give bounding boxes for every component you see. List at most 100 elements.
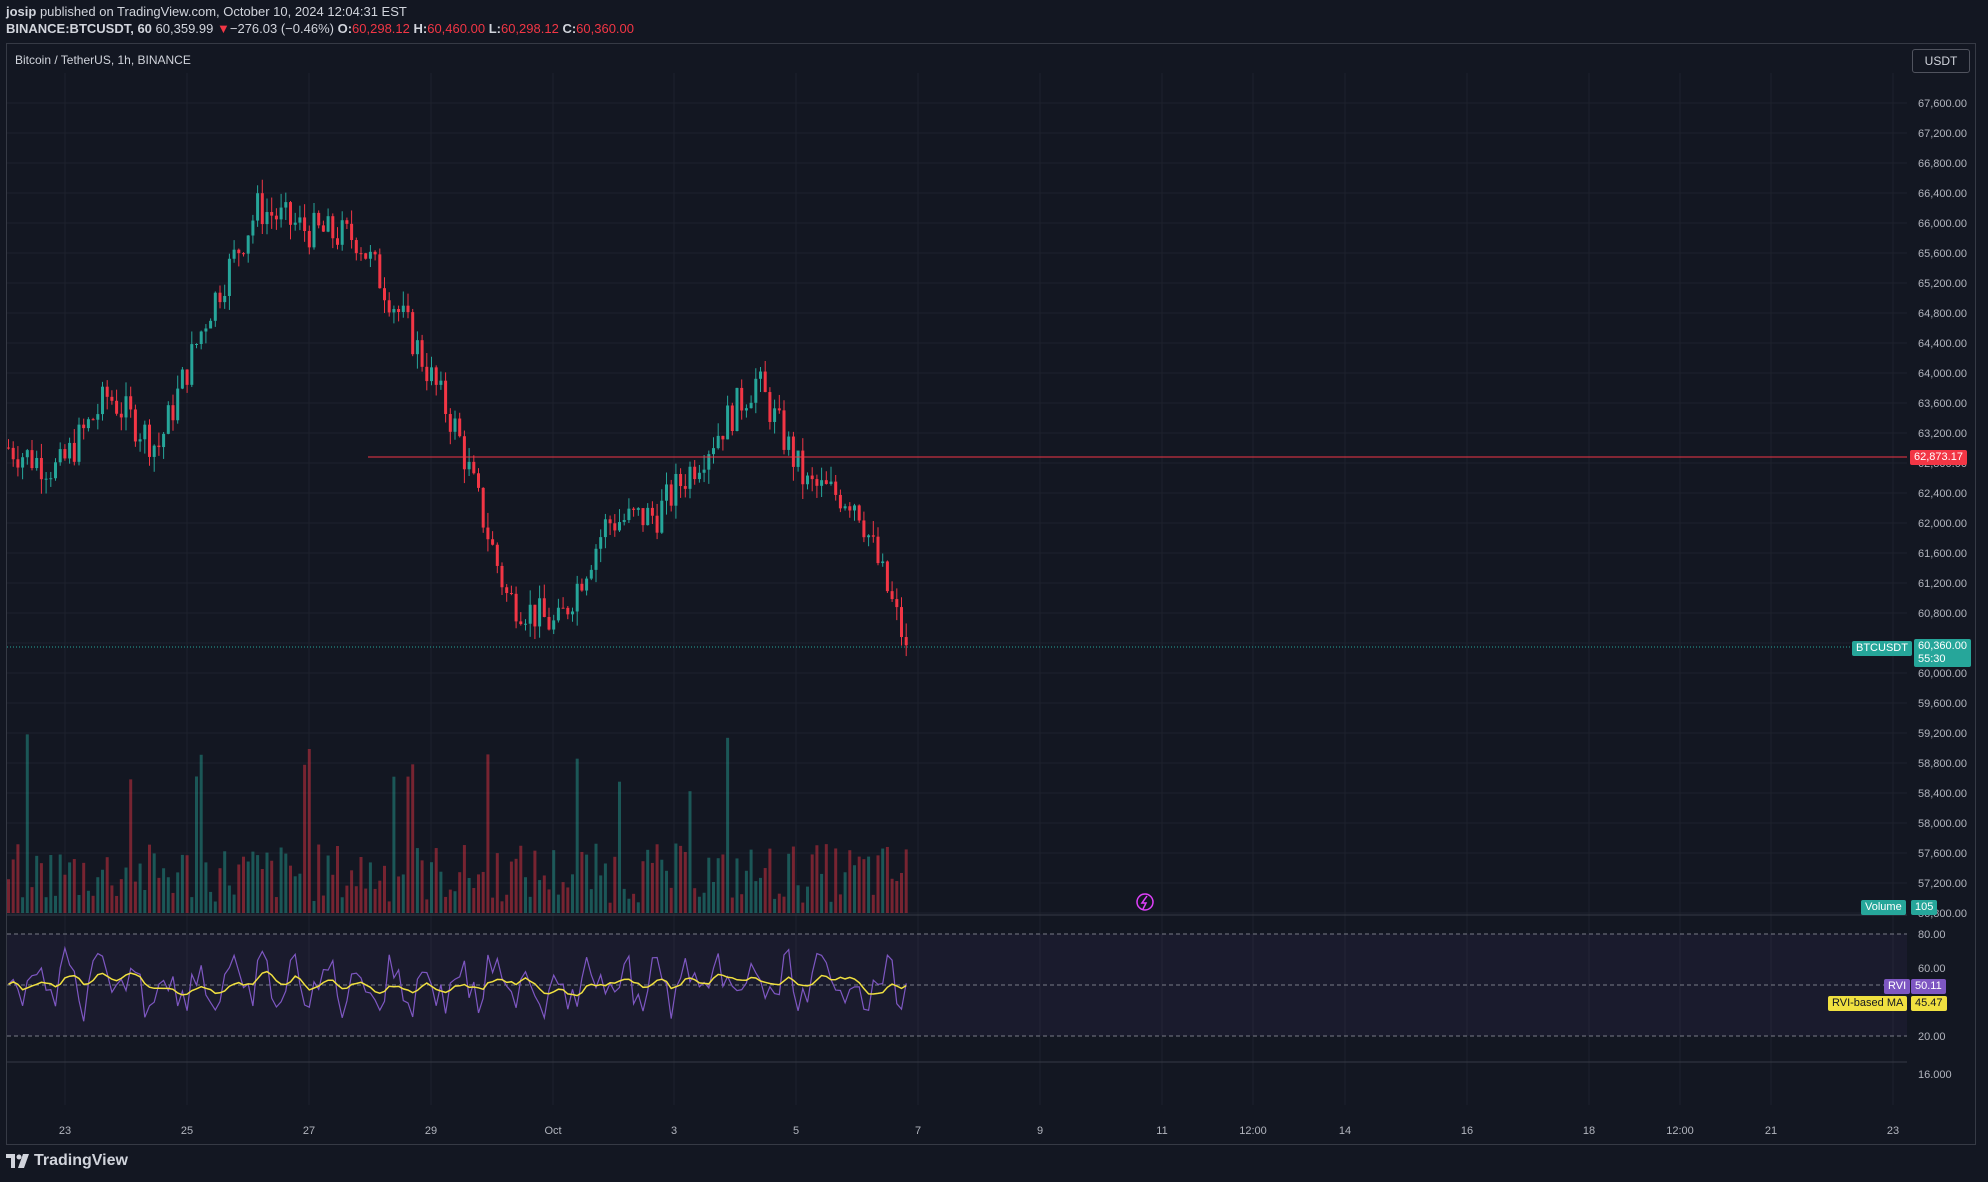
candle-body — [472, 461, 476, 474]
volume-bar — [622, 888, 626, 913]
volume-bar — [321, 895, 325, 913]
volume-bar — [7, 879, 10, 913]
volume-bar — [838, 894, 842, 913]
price-tick-label: 65,600.00 — [1918, 248, 1967, 260]
candle-body — [190, 344, 194, 385]
time-tick-label: 12:00 — [1239, 1125, 1267, 1137]
candle-body — [199, 331, 203, 345]
volume-bar — [777, 893, 781, 913]
candle-body — [777, 408, 781, 411]
candle-body — [49, 478, 53, 480]
volume-bar — [472, 888, 476, 913]
volume-bar — [138, 863, 142, 913]
volume-bar — [871, 894, 875, 913]
open-label: O: — [337, 21, 353, 36]
volume-bar — [199, 754, 203, 913]
volume-bar — [119, 879, 123, 913]
candle-body — [82, 424, 86, 429]
volume-bar — [603, 863, 607, 913]
volume-bar — [185, 855, 189, 913]
volume-bar — [401, 874, 405, 913]
candle-body — [129, 396, 133, 410]
volume-bar — [453, 891, 457, 913]
volume-bar — [44, 897, 48, 913]
candle-body — [744, 408, 748, 411]
rvi-ma-line — [8, 970, 907, 997]
candle-body — [444, 380, 448, 415]
candle-body — [881, 561, 885, 564]
volume-bar — [589, 889, 593, 913]
volume-bar — [660, 859, 664, 913]
current-price: 60,360.00 — [1918, 640, 1967, 652]
volume-bar — [298, 873, 302, 913]
candle-body — [242, 253, 245, 255]
rvi-tick-label: 60.00 — [1918, 963, 1946, 975]
volume-bar — [683, 852, 687, 913]
candle-body — [571, 611, 574, 615]
candle-body — [754, 378, 758, 403]
candle-body — [589, 569, 593, 579]
candle-body — [810, 475, 814, 480]
candle-body — [636, 508, 640, 510]
volume-bar — [148, 844, 151, 913]
candle-body — [538, 598, 542, 627]
candle-body — [871, 535, 875, 537]
volume-bar — [547, 889, 551, 913]
volume-bar — [180, 854, 184, 913]
candle-body — [580, 583, 584, 591]
volume-bar — [171, 892, 175, 913]
candle-body — [77, 424, 81, 462]
volume-bar — [627, 898, 631, 913]
volume-bar — [636, 902, 640, 913]
price-tick-label: 66,800.00 — [1918, 158, 1967, 170]
volume-bar — [843, 872, 847, 913]
candle-body — [801, 450, 805, 485]
candle-body — [716, 435, 720, 449]
chart-frame — [6, 43, 1976, 1145]
volume-bar — [716, 858, 720, 913]
candle-body — [660, 500, 664, 533]
volume-bar — [223, 851, 227, 913]
volume-bar — [274, 897, 278, 913]
candle-body — [829, 481, 833, 484]
volume-bar — [486, 754, 490, 913]
candle-body — [627, 508, 631, 520]
volume-bar — [665, 870, 668, 913]
ohlc-legend: BINANCE:BTCUSDT, 60 60,359.99 ▼−276.03 (… — [6, 21, 634, 36]
volume-bar — [96, 877, 100, 913]
symbol-title[interactable]: Bitcoin / TetherUS, 1h, BINANCE — [15, 53, 191, 67]
volume-bar — [632, 893, 636, 913]
tradingview-logo[interactable]: TradingView — [6, 1152, 128, 1170]
volume-bar — [448, 889, 452, 913]
volume-bar — [265, 852, 269, 913]
volume-bar — [754, 881, 758, 913]
volume-bar — [697, 896, 701, 913]
candle-body — [491, 539, 495, 545]
volume-bar — [458, 872, 462, 913]
volume-bar — [350, 870, 354, 913]
candle-body — [462, 436, 466, 470]
volume-bar — [115, 895, 119, 913]
volume-bar — [21, 897, 25, 913]
publisher-name[interactable]: josip — [6, 4, 37, 19]
volume-bar — [30, 887, 34, 913]
volume-bar — [707, 857, 711, 913]
candle-body — [613, 523, 617, 531]
candle-body — [91, 419, 95, 421]
volume-bar — [462, 845, 466, 913]
volume-bar — [415, 848, 419, 913]
volume-bar — [279, 847, 283, 913]
volume-bar — [218, 868, 222, 913]
candle-body — [345, 220, 349, 224]
candle-body — [674, 473, 678, 506]
candle-body — [547, 616, 551, 630]
volume-bar — [204, 862, 208, 913]
candle-body — [265, 212, 269, 225]
volume-bar — [481, 871, 485, 913]
volume-bar — [143, 889, 147, 913]
currency-button[interactable]: USDT — [1912, 49, 1970, 73]
time-tick-label: 5 — [793, 1125, 799, 1137]
volume-bar — [354, 886, 358, 913]
candlesticks — [7, 179, 908, 657]
